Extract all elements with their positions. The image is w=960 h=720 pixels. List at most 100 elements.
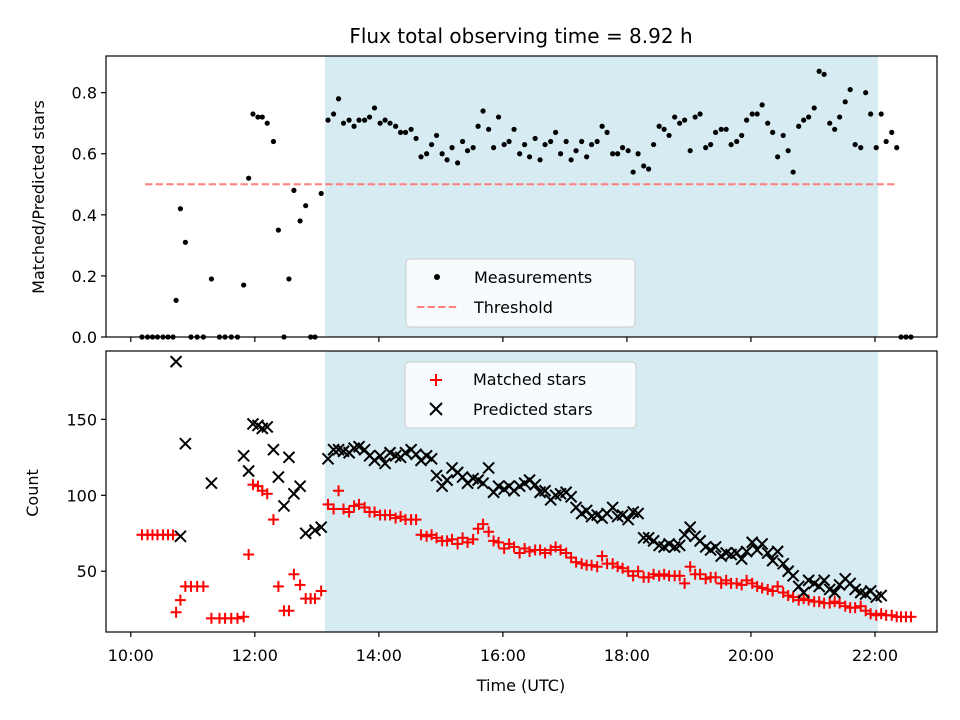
y-tick-label: 0.6 xyxy=(72,145,97,164)
matched-point xyxy=(348,500,360,512)
measurement-point xyxy=(346,117,352,123)
measurement-point xyxy=(424,151,430,157)
measurement-point xyxy=(863,90,869,96)
predicted-point xyxy=(179,437,192,450)
measurement-point xyxy=(297,218,303,224)
legend-predicted-label: Predicted stars xyxy=(473,400,593,419)
x-tick-label: 10:00 xyxy=(108,646,154,665)
measurement-point xyxy=(444,157,450,163)
measurement-point xyxy=(785,148,791,154)
measurement-point xyxy=(362,117,368,123)
matched-point xyxy=(684,561,696,573)
predicted-point xyxy=(282,451,296,464)
measurement-point xyxy=(506,138,512,145)
matched-point xyxy=(493,536,505,548)
matched-point xyxy=(787,591,799,603)
measurement-point xyxy=(433,132,440,139)
measurement-point xyxy=(837,114,843,120)
measurement-point xyxy=(480,108,486,114)
measurement-point xyxy=(796,123,802,129)
measurement-point xyxy=(340,120,347,126)
matched-point xyxy=(261,488,273,500)
measurement-points xyxy=(139,68,914,340)
measurement-point xyxy=(382,117,388,123)
matched-point xyxy=(586,559,598,571)
measurement-point xyxy=(754,111,760,117)
measurement-point xyxy=(548,138,554,145)
matched-point xyxy=(824,597,836,609)
matched-point xyxy=(315,585,327,597)
predicted-point xyxy=(621,513,635,526)
predicted-point xyxy=(378,457,392,470)
measurement-point xyxy=(832,126,838,132)
measurement-point xyxy=(286,276,292,282)
matched-point xyxy=(524,545,536,557)
measurement-point xyxy=(744,117,750,123)
measurement-point xyxy=(490,145,497,151)
predicted-point xyxy=(683,520,697,534)
predicted-point xyxy=(735,552,748,566)
measurement-point xyxy=(687,148,693,154)
measurement-point xyxy=(501,141,507,148)
measurement-point xyxy=(557,151,564,157)
measurement-point xyxy=(563,138,569,145)
measurement-point xyxy=(330,111,337,117)
y-tick-label: 100 xyxy=(66,486,97,505)
matched-point xyxy=(762,583,774,595)
count-points xyxy=(136,355,917,624)
legend-matched-label: Matched stars xyxy=(473,370,586,389)
measurement-point xyxy=(173,297,179,303)
legend-measurements-marker xyxy=(434,274,440,280)
matched-point xyxy=(343,506,355,518)
y-tick-label: 0.2 xyxy=(72,267,97,286)
matched-point xyxy=(390,512,402,524)
matched-point xyxy=(813,596,825,608)
matched-point xyxy=(328,503,340,515)
legend-predicted-marker xyxy=(429,402,443,416)
ratio-legend: Measurements Threshold xyxy=(405,258,636,328)
matched-point xyxy=(612,561,624,573)
matched-point xyxy=(617,562,629,574)
measurement-point xyxy=(241,282,247,288)
measurement-point xyxy=(532,135,538,142)
predicted-point xyxy=(440,473,454,487)
matched-point xyxy=(238,611,250,623)
measurement-point xyxy=(459,138,466,145)
matched-point xyxy=(410,514,422,526)
measurement-point xyxy=(594,138,600,145)
ratio-y-ticks: 0.0 0.2 0.4 0.6 0.8 xyxy=(72,84,106,347)
matched-point xyxy=(477,518,489,530)
matched-point xyxy=(483,526,495,538)
counts-x-ticks: 10:00 12:00 14:00 16:00 18:00 20:00 22:00 xyxy=(108,632,898,665)
ratio-legend-box xyxy=(405,258,636,328)
predicted-point xyxy=(277,499,291,513)
measurement-point xyxy=(568,157,574,163)
counts-y-axis-label: Count xyxy=(23,469,42,517)
matched-point xyxy=(570,556,582,568)
x-tick-label: 12:00 xyxy=(232,646,278,665)
predicted-point xyxy=(771,545,784,558)
matched-point xyxy=(170,606,182,618)
ratio-x-ticks xyxy=(130,337,876,342)
predicted-point xyxy=(430,469,443,482)
measurement-point xyxy=(335,96,342,102)
matched-point xyxy=(839,600,851,612)
predicted-point xyxy=(482,461,495,475)
measurement-point xyxy=(517,151,523,157)
predicted-point xyxy=(267,443,280,456)
measurement-point xyxy=(495,114,502,120)
predicted-point xyxy=(709,540,722,554)
measurement-point xyxy=(770,129,776,135)
matched-point xyxy=(174,594,186,606)
predicted-point xyxy=(637,531,650,545)
measurement-point xyxy=(816,68,822,74)
measurement-point xyxy=(255,114,261,120)
measurement-point xyxy=(402,129,409,135)
matched-point xyxy=(591,561,603,573)
measurement-point xyxy=(553,129,559,135)
x-tick-label: 16:00 xyxy=(480,646,526,665)
predicted-point xyxy=(678,528,691,541)
predicted-point xyxy=(817,574,831,587)
measurement-point xyxy=(878,111,884,117)
predicted-point xyxy=(293,479,307,493)
